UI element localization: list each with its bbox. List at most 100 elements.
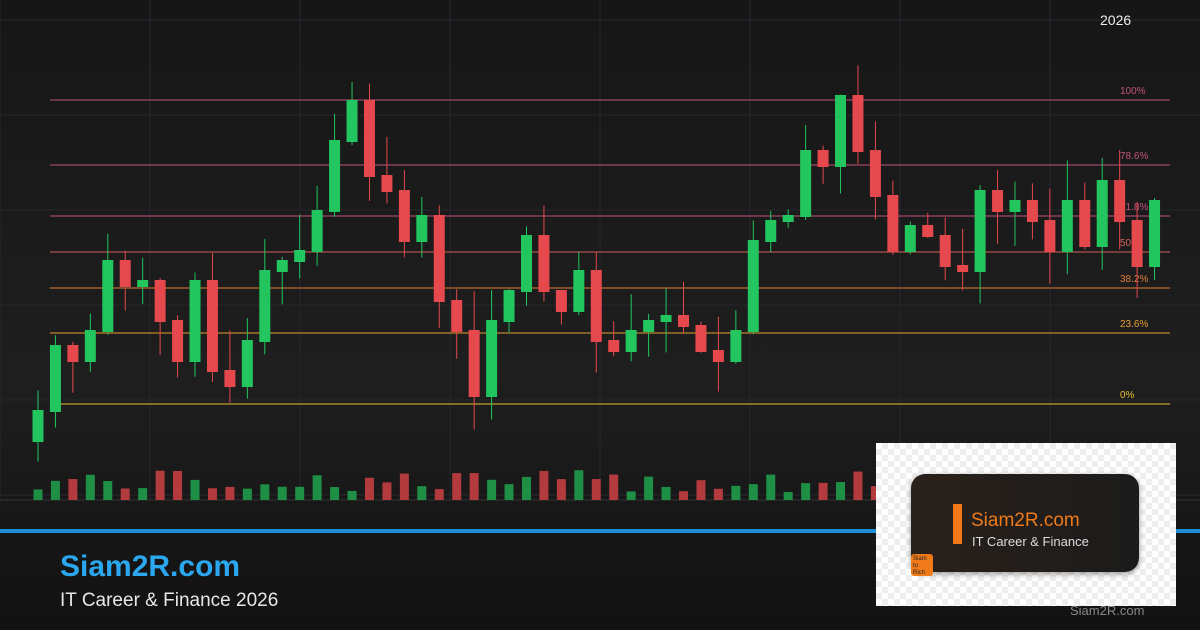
- divider: [0, 529, 1200, 533]
- fib-label: 100%: [1120, 86, 1146, 97]
- candle-body: [433, 215, 445, 302]
- candle-body: [346, 100, 358, 142]
- fib-label: 23.6%: [1120, 319, 1148, 330]
- candle-body: [887, 195, 899, 252]
- volume-bar: [33, 489, 43, 500]
- candle-body: [102, 260, 114, 332]
- volume-bar: [399, 473, 409, 500]
- volume-bar: [417, 486, 427, 500]
- candle-body: [503, 290, 515, 322]
- candle-body: [172, 320, 184, 362]
- volume-bar: [487, 479, 497, 500]
- candle-body: [765, 220, 777, 242]
- candle-body: [294, 250, 306, 262]
- candle-body: [49, 345, 61, 412]
- candle-body: [1061, 200, 1073, 252]
- candle-body: [922, 225, 934, 237]
- candle-body: [1114, 180, 1126, 222]
- candle-body: [660, 315, 672, 322]
- brand-subtitle: IT Career & Finance 2026: [60, 590, 279, 611]
- candle-body: [259, 270, 271, 342]
- brand-title: Siam2R.com: [60, 550, 241, 583]
- volume-bar: [748, 484, 758, 500]
- candle-body: [678, 315, 690, 327]
- volume-bar: [853, 471, 863, 500]
- candle-body: [573, 270, 585, 312]
- candle-body: [381, 175, 393, 192]
- volume-bar: [679, 491, 689, 500]
- candle-body: [1079, 200, 1091, 247]
- candle-body: [608, 340, 620, 352]
- volume-bar: [347, 490, 357, 500]
- candle-body: [625, 330, 637, 352]
- logo-subtitle: IT Career & Finance: [972, 534, 1089, 549]
- volume-bar: [190, 479, 200, 500]
- volume-bar: [521, 476, 531, 500]
- volume-bar: [330, 487, 340, 500]
- volume-bar: [68, 479, 78, 500]
- volume-bar: [312, 475, 322, 500]
- candle-body: [486, 320, 498, 397]
- volume-bar: [783, 491, 793, 500]
- volume-bar: [207, 488, 217, 500]
- volume-bar: [173, 470, 183, 500]
- volume-bar: [539, 470, 549, 500]
- volume-bar: [574, 470, 584, 500]
- candle-body: [904, 225, 916, 252]
- candle-body: [520, 235, 532, 292]
- candle-body: [852, 95, 864, 152]
- volume-bar: [260, 484, 270, 500]
- candle-body: [67, 345, 79, 362]
- logo-title: Siam2R.com: [971, 510, 1080, 531]
- candle-body: [1149, 200, 1161, 267]
- volume-bar: [801, 483, 811, 500]
- candle-body: [712, 350, 724, 362]
- candle-body: [992, 190, 1004, 212]
- candle-body: [32, 410, 44, 442]
- volume-bar: [103, 481, 113, 500]
- candle-body: [782, 215, 794, 222]
- candle-body: [329, 140, 341, 212]
- fib-label: 78.6%: [1120, 151, 1148, 162]
- candle-body: [1044, 220, 1056, 252]
- candle-body: [939, 235, 951, 267]
- candle-body: [1026, 200, 1038, 222]
- volume-bar: [225, 486, 235, 500]
- volume-bar: [452, 473, 462, 500]
- fib-label: 50%: [1120, 238, 1140, 249]
- volume-bar: [434, 489, 444, 500]
- candle-body: [730, 330, 742, 362]
- candle-body: [817, 150, 829, 167]
- candle-body: [119, 260, 131, 287]
- candle-body: [224, 370, 236, 387]
- logo-card: Siam2R.com IT Career & Finance Siam to R…: [911, 474, 1139, 576]
- volume-bar: [713, 488, 723, 500]
- volume-bar: [155, 470, 165, 500]
- volume-bar: [836, 482, 846, 500]
- candle-body: [590, 270, 602, 342]
- volume-bar: [85, 474, 95, 500]
- volume-bar: [609, 474, 619, 500]
- fib-label: 0%: [1120, 390, 1135, 401]
- volume-bar: [696, 480, 706, 500]
- footer-url: Siam2R.com: [1070, 603, 1145, 618]
- fib-label: 38.2%: [1120, 274, 1148, 285]
- volume-bar: [382, 482, 392, 500]
- year-label: 2026: [1100, 12, 1132, 28]
- fib-label: 61.8%: [1120, 202, 1148, 213]
- volume-bar: [469, 473, 479, 500]
- candle-body: [800, 150, 812, 217]
- candle-body: [835, 95, 847, 167]
- volume-bar: [295, 486, 305, 500]
- volume-bar: [870, 486, 880, 500]
- volume-bar: [556, 479, 566, 500]
- candle-body: [451, 300, 463, 332]
- volume-bar: [731, 485, 741, 500]
- volume-bar: [644, 476, 654, 500]
- logo-badge: Siam to Rich: [911, 554, 933, 576]
- candle-body: [241, 340, 253, 387]
- candle-body: [84, 330, 96, 362]
- candle-body: [189, 280, 201, 362]
- candle-body: [538, 235, 550, 292]
